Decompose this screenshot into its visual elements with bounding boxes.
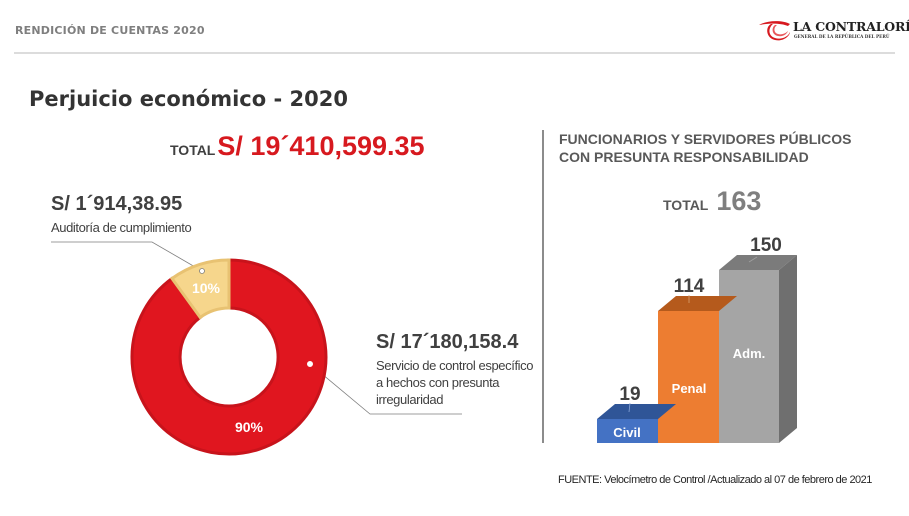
- contraloria-logo: LA CONTRALORÍA GENERAL DE LA REPÚBLICA D…: [757, 18, 909, 48]
- header-divider: [14, 52, 895, 54]
- panel-divider: [542, 130, 544, 443]
- total-officials: TOTAL 163: [663, 186, 761, 217]
- contraloria-swoosh-logo-icon: [759, 21, 790, 41]
- annotation-description: Auditoría de cumplimiento: [51, 220, 192, 235]
- percent-label-auditoria: 10%: [192, 280, 221, 296]
- bar-value: 19: [619, 384, 640, 405]
- bar-label: Adm.: [733, 346, 766, 361]
- total-label: TOTAL: [663, 197, 709, 213]
- annotation-description: Servicio de control específico a hechos …: [376, 357, 533, 408]
- annotation-line: irregularidad: [376, 392, 444, 407]
- total-label: TOTAL: [170, 142, 216, 158]
- annotation-amount: S/ 1´914,38.95: [51, 193, 183, 215]
- annotation-line: Servicio de control específico: [376, 358, 534, 373]
- bar-label: Penal: [672, 381, 707, 396]
- annotation-servicio-control: S/ 17´180,158.4 Servicio de control espe…: [376, 331, 533, 408]
- total-value: S/ 19´410,599.35: [217, 131, 425, 161]
- source-note: FUENTE: Velocímetro de Control /Actualiz…: [558, 474, 872, 486]
- bar-civil: Civil 19: [597, 384, 676, 443]
- total-amount: TOTALS/ 19´410,599.35: [170, 131, 425, 162]
- leader-line-servicio: [309, 363, 462, 415]
- leader-dot: [199, 268, 205, 274]
- bar-adm: Adm. 150: [719, 235, 797, 443]
- leader-line-auditoria: [51, 241, 203, 272]
- bar-value: 150: [750, 235, 782, 256]
- bar-penal: Penal 114: [658, 276, 737, 443]
- total-value: 163: [716, 186, 762, 216]
- annotation-amount: S/ 17´180,158.4: [376, 331, 519, 353]
- annotation-auditoria: S/ 1´914,38.95 Auditoría de cumplimiento: [51, 193, 192, 236]
- right-panel-title: FUNCIONARIOS Y SERVIDORES PÚBLICOS CON P…: [559, 130, 852, 166]
- title-line: CON PRESUNTA RESPONSABILIDAD: [559, 149, 809, 165]
- section-title: RENDICIÓN DE CUENTAS 2020: [15, 24, 205, 37]
- logo-subtitle: GENERAL DE LA REPÚBLICA DEL PERÚ: [794, 34, 890, 39]
- donut-segment-servicio: [130, 258, 328, 456]
- leader-dot: [307, 361, 313, 367]
- bar-value: 114: [674, 276, 705, 297]
- percent-label-servicio: 90%: [235, 419, 264, 435]
- donut-segment-auditoria: [169, 258, 231, 320]
- title-line: FUNCIONARIOS Y SERVIDORES PÚBLICOS: [559, 131, 852, 147]
- logo-name: LA CONTRALORÍA: [793, 19, 909, 34]
- annotation-line: a hechos con presunta: [376, 375, 500, 390]
- page-title: Perjuicio económico - 2020: [29, 87, 348, 111]
- bar-label: Civil: [613, 425, 640, 440]
